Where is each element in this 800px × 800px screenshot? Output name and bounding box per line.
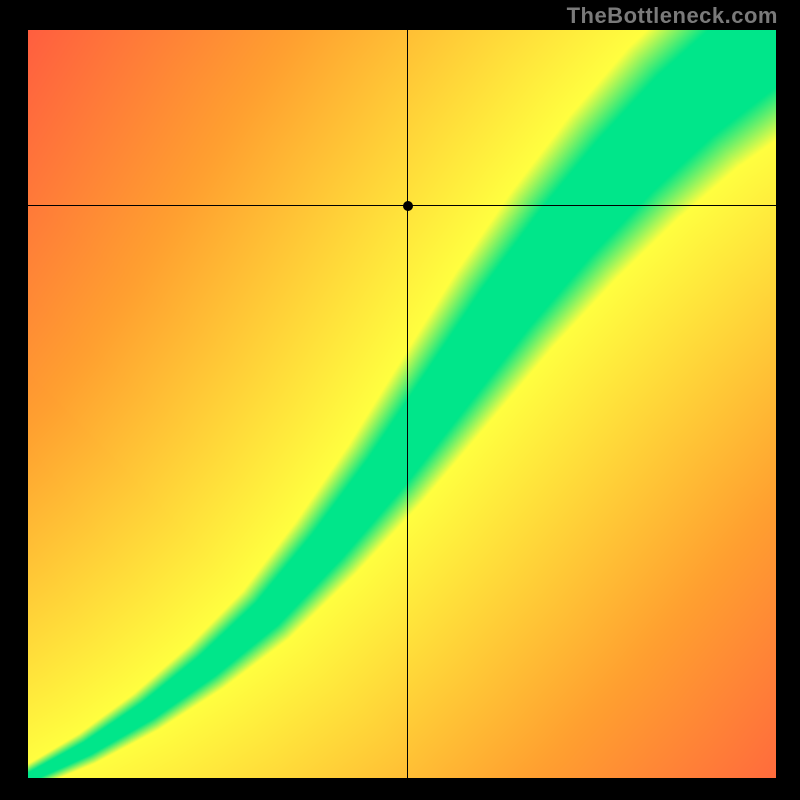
chart-container: TheBottleneck.com bbox=[0, 0, 800, 800]
plot-area bbox=[28, 30, 776, 778]
watermark-text: TheBottleneck.com bbox=[567, 3, 778, 29]
crosshair-vertical bbox=[407, 30, 408, 778]
crosshair-marker[interactable] bbox=[403, 201, 413, 211]
heatmap-canvas bbox=[28, 30, 776, 778]
